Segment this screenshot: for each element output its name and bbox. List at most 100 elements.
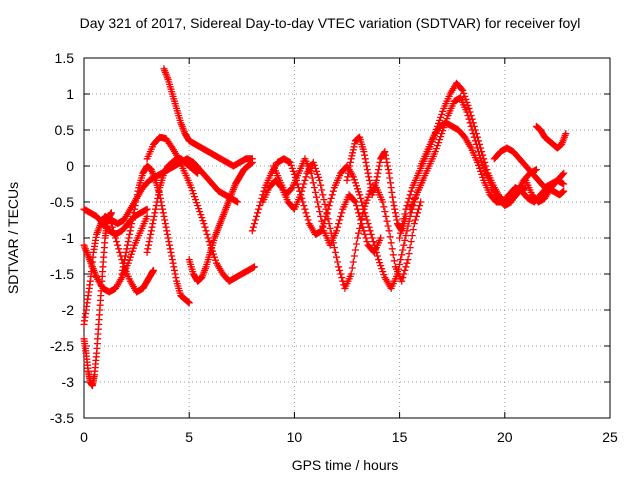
data-point bbox=[317, 181, 325, 189]
data-point bbox=[375, 166, 383, 174]
data-point bbox=[435, 139, 443, 147]
data-point bbox=[373, 173, 381, 181]
data-point bbox=[171, 270, 179, 278]
data-point bbox=[123, 245, 131, 253]
data-point bbox=[319, 222, 327, 230]
data-point bbox=[459, 86, 467, 94]
data-point bbox=[309, 179, 317, 187]
data-point bbox=[126, 230, 134, 238]
data-point bbox=[350, 143, 358, 151]
data-point bbox=[334, 223, 342, 231]
data-point bbox=[377, 262, 385, 270]
y-tick-label: -1 bbox=[62, 230, 75, 246]
data-point bbox=[152, 202, 160, 210]
data-point bbox=[321, 200, 329, 208]
data-point bbox=[150, 212, 158, 220]
data-point bbox=[248, 158, 256, 166]
axis-ticks: 0 5 10 15 20 25 -3.5 -3 -2.5 -2 -1.5 -1 -0.5 0 0.5 1 1.5 bbox=[50, 50, 618, 445]
data-point bbox=[202, 227, 210, 235]
data-point bbox=[349, 146, 357, 154]
data-point bbox=[149, 266, 157, 274]
data-point bbox=[193, 199, 201, 207]
data-point bbox=[358, 220, 366, 228]
data-point bbox=[234, 198, 242, 206]
data-point bbox=[378, 265, 386, 273]
data-point bbox=[360, 148, 368, 156]
data-point bbox=[356, 191, 364, 199]
data-point bbox=[196, 208, 204, 216]
data-point bbox=[416, 202, 424, 210]
data-point bbox=[128, 216, 136, 224]
data-point bbox=[188, 187, 196, 195]
data-point bbox=[405, 250, 413, 258]
data-point bbox=[111, 230, 119, 238]
x-tick-label: 15 bbox=[392, 429, 408, 445]
data-point bbox=[154, 194, 162, 202]
data-point bbox=[475, 161, 482, 169]
data-point bbox=[357, 194, 365, 202]
data-point bbox=[326, 224, 334, 232]
data-point bbox=[384, 222, 392, 230]
data-point bbox=[327, 194, 335, 202]
data-point bbox=[402, 263, 410, 271]
data-point bbox=[401, 236, 409, 244]
data-point bbox=[347, 155, 355, 163]
data-point bbox=[326, 198, 334, 206]
data-point bbox=[360, 205, 368, 213]
data-point bbox=[288, 164, 296, 172]
data-point bbox=[170, 263, 178, 271]
data-point bbox=[124, 238, 132, 246]
data-point bbox=[287, 185, 295, 193]
data-point bbox=[324, 215, 332, 223]
data-point bbox=[461, 92, 469, 100]
data-point bbox=[464, 112, 472, 120]
x-tick-label: 20 bbox=[497, 429, 513, 445]
data-point bbox=[465, 115, 473, 123]
data-point bbox=[300, 180, 308, 188]
data-point bbox=[334, 258, 342, 266]
data-point bbox=[363, 162, 371, 170]
data-point bbox=[348, 264, 356, 272]
y-tick-label: 1.5 bbox=[55, 50, 75, 66]
data-point bbox=[404, 256, 412, 264]
data-point bbox=[130, 209, 138, 217]
data-point bbox=[384, 162, 392, 170]
data-point bbox=[316, 208, 324, 216]
data-point bbox=[248, 227, 256, 235]
data-point bbox=[387, 239, 395, 247]
data-point bbox=[402, 232, 410, 240]
data-point bbox=[363, 238, 371, 246]
data-point bbox=[407, 187, 415, 195]
data-point bbox=[294, 180, 302, 188]
data-point bbox=[413, 209, 421, 217]
data-point bbox=[321, 216, 329, 224]
x-tick-label: 25 bbox=[602, 429, 618, 445]
data-point bbox=[354, 205, 362, 213]
data-point bbox=[362, 234, 370, 242]
data-point bbox=[107, 209, 115, 217]
data-point bbox=[302, 209, 310, 217]
data-point bbox=[380, 203, 388, 211]
data-point bbox=[133, 191, 141, 199]
data-point bbox=[400, 270, 408, 278]
data-point bbox=[363, 166, 371, 174]
y-tick-label: 0.5 bbox=[55, 122, 75, 138]
data-point bbox=[165, 238, 173, 246]
data-point bbox=[192, 196, 200, 204]
data-point bbox=[113, 238, 121, 246]
data-point bbox=[375, 256, 383, 264]
data-point bbox=[123, 241, 131, 249]
data-point bbox=[352, 240, 360, 248]
data-point bbox=[385, 169, 393, 177]
data-point bbox=[359, 223, 367, 231]
data-point bbox=[437, 113, 445, 121]
data-point bbox=[194, 169, 202, 177]
data-point bbox=[365, 173, 373, 181]
data-point bbox=[399, 220, 407, 228]
data-point bbox=[460, 89, 468, 97]
data-point bbox=[384, 166, 392, 174]
data-point bbox=[116, 248, 124, 256]
data-point bbox=[439, 107, 447, 115]
data-point bbox=[374, 169, 382, 177]
data-point bbox=[412, 212, 420, 220]
